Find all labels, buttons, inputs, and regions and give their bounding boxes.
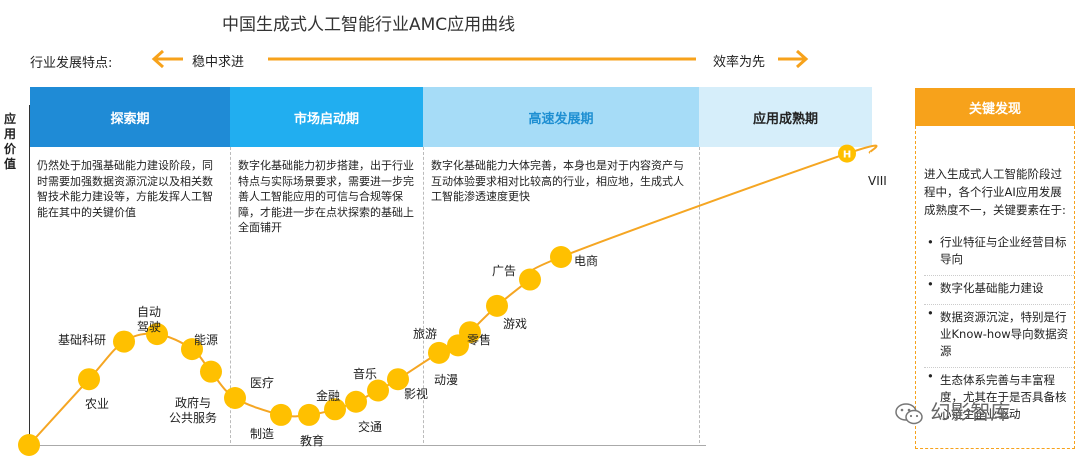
point-label: 零售 <box>467 332 491 347</box>
point-label: 旅游 <box>413 327 437 341</box>
curve-point <box>224 387 246 409</box>
point-label: 能源 <box>194 333 218 347</box>
point-label: 广告 <box>492 264 516 278</box>
key-finding-item: 数据资源沉淀，特别是行业Know-how导向数据资源 <box>924 304 1074 360</box>
point-label: H <box>843 150 851 161</box>
curve-point <box>146 323 168 346</box>
curve-point <box>550 246 572 268</box>
curve-end-label: VIII <box>868 174 887 188</box>
y-axis-label: 应用价值 <box>3 112 16 171</box>
stage-separator <box>230 147 231 443</box>
left-arrow-icon <box>151 49 183 69</box>
point-label: 金融 <box>316 388 340 403</box>
curve-point <box>270 403 292 426</box>
key-finding-item: 行业特征与企业经营目标导向 <box>924 234 1074 268</box>
right-arrow-icon <box>778 49 809 69</box>
stage-desc-growth: 数字化基础能力大体完善，本身也是对于内容资产与互动体验要求相对比较高的行业，相应… <box>431 159 684 203</box>
stage-header-mature: 应用成熟期 <box>699 87 872 147</box>
curve-point <box>486 294 508 317</box>
point-label: 交通 <box>358 419 382 434</box>
key-findings-header: 关键发现 <box>915 88 1075 126</box>
stage-header-exploration: 探索期 <box>30 87 230 147</box>
amc-curve-line <box>28 144 878 446</box>
key-findings-box <box>915 126 1075 449</box>
point-label: 教育 <box>300 433 324 448</box>
feature-left-text: 稳中求进 <box>192 55 245 70</box>
point-label: 农业 <box>85 397 109 411</box>
stage-header-launch: 市场启动期 <box>230 87 423 147</box>
key-findings-list: 行业特征与企业经营目标导向 数字化基础能力建设 数据资源沉淀，特别是行业Know… <box>924 234 1074 430</box>
curve-point <box>367 379 389 402</box>
point-label: 音乐 <box>353 366 377 381</box>
point-label: 电商 <box>574 253 598 268</box>
features-label: 行业发展特点: <box>30 56 113 71</box>
key-finding-item: 数字化基础能力建设 <box>924 275 1074 297</box>
curve-point <box>298 403 320 426</box>
point-label: 政府与公共服务 <box>169 395 217 425</box>
point-label: 医疗 <box>250 376 274 390</box>
curve-point <box>78 368 100 391</box>
watermark: 幻影智库 <box>894 396 1010 426</box>
feature-right-text: 效率为先 <box>713 55 766 70</box>
point-label: 自动驾驶 <box>137 305 161 334</box>
x-baseline <box>30 445 706 446</box>
y-axis <box>29 105 30 445</box>
curve-point <box>345 390 367 413</box>
curve-point <box>18 434 40 456</box>
curve-point <box>387 368 409 391</box>
key-finding-item: 生态体系完善与丰富程度，尤其在于是否具备核心链主企业驱动 <box>924 367 1074 423</box>
key-findings-intro: 进入生成式人工智能阶段过程中，各个行业AI应用发展成熟度不一，关键要素在于: <box>924 167 1066 217</box>
curve-point <box>428 341 450 364</box>
point-label: 游戏 <box>503 317 527 331</box>
curve-point <box>519 268 541 291</box>
curve-point <box>200 360 222 383</box>
curve-point <box>459 321 481 344</box>
curve-point <box>324 398 346 421</box>
stage-desc-launch: 数字化基础能力初步搭建，出于行业特点与实际场景要求，需要进一步完善人工智能应用的… <box>238 159 414 234</box>
stage-desc-exploration: 仍然处于加强基础能力建设阶段，同时需要加强数据资源沉淀以及相关数智技术能力建设等… <box>37 159 213 219</box>
page-title: 中国生成式人工智能行业AMC应用曲线 <box>222 15 516 35</box>
point-label: 影视 <box>404 386 428 401</box>
curve-point <box>838 144 856 163</box>
point-label: 动漫 <box>434 373 458 387</box>
curve-point <box>181 338 203 361</box>
stage-header-growth: 高速发展期 <box>423 87 699 147</box>
stage-separator <box>699 147 700 443</box>
stage-separator <box>423 147 424 443</box>
point-label: 制造 <box>250 427 274 441</box>
wechat-icon <box>895 402 923 424</box>
curve-point <box>113 330 135 353</box>
point-label: 基础科研 <box>58 333 106 347</box>
